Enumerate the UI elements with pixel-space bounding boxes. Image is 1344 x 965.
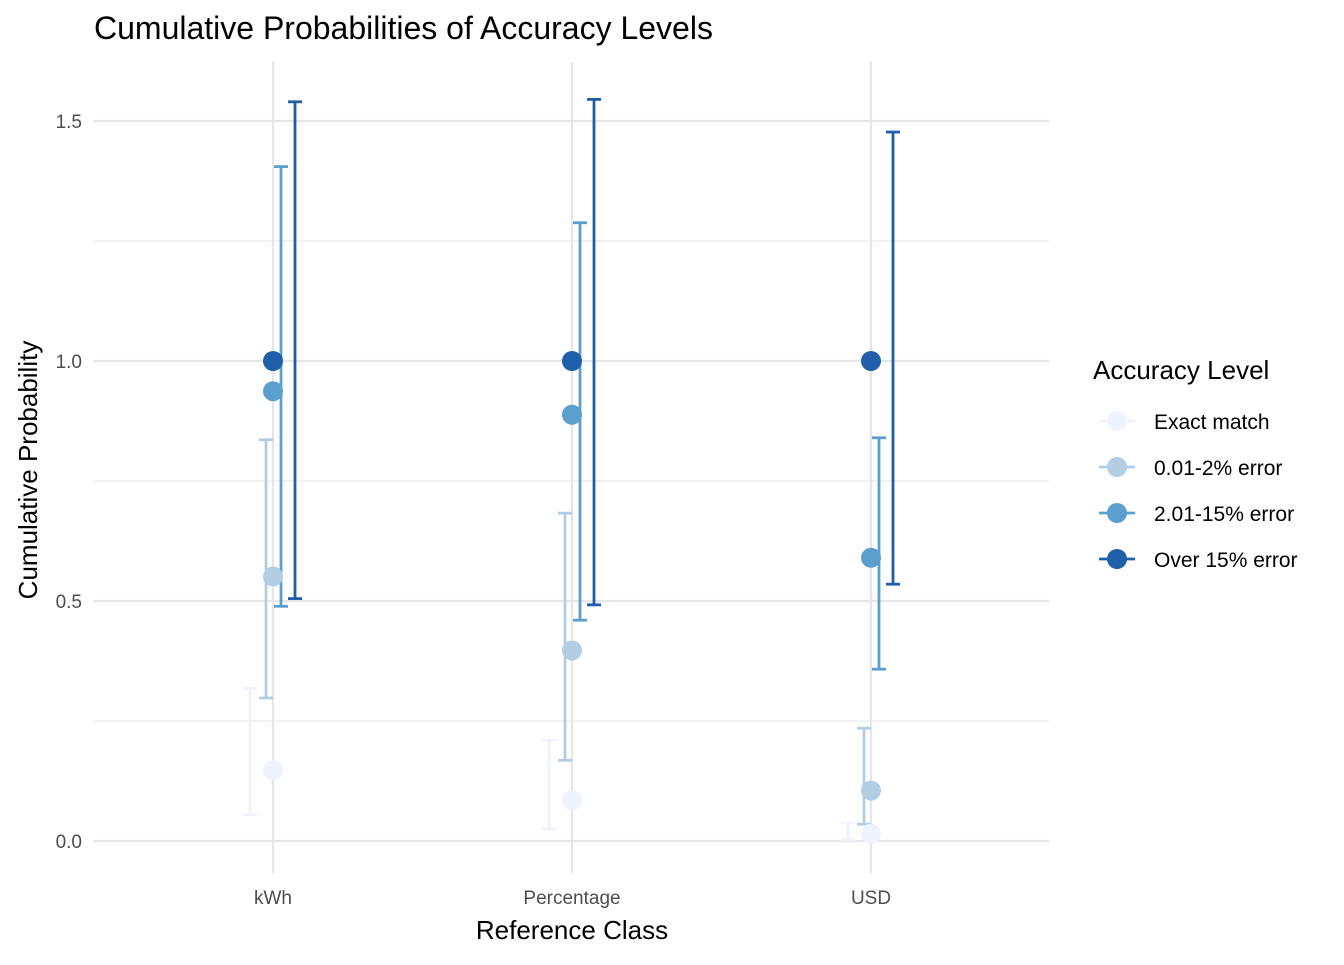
point-layer [263,351,881,844]
data-point [861,780,881,801]
error-bar [573,221,587,622]
legend: Accuracy Level Exact match 0.01-2% error 2… [1093,355,1298,572]
x-tick-label: kWh [254,888,292,909]
legend-key-point [1107,411,1127,431]
y-tick-label: 0.0 [56,832,82,853]
data-point [562,640,582,661]
legend-label: Exact match [1154,411,1270,434]
y-tick-labels: 0.0 0.5 1.0 1.5 [56,112,82,853]
legend-label: 0.01-2% error [1154,457,1282,480]
error-bar [886,130,900,586]
data-point [562,351,582,371]
legend-item: 0.01-2% error [1099,457,1282,480]
chart-title: Cumulative Probabilities of Accuracy Lev… [94,10,713,46]
data-point [263,566,283,587]
data-point [263,759,283,780]
error-bar [243,686,257,816]
legend-item: Exact match [1099,411,1270,434]
x-tick-label: Percentage [523,888,620,909]
data-point [263,351,283,371]
data-point [861,547,881,568]
error-bar [259,438,273,700]
y-axis-title: Cumulative Probability [13,341,43,600]
legend-title: Accuracy Level [1093,355,1269,385]
data-point [263,381,283,402]
legend-label: Over 15% error [1154,549,1298,572]
error-bar [841,821,855,841]
legend-items: Exact match 0.01-2% error 2.01-15% error Ov… [1099,411,1298,572]
y-tick-label: 1.0 [56,352,82,373]
error-bar [857,726,871,826]
x-tick-labels: kWh Percentage USD [254,888,891,909]
legend-item: 2.01-15% error [1099,503,1294,526]
legend-label: 2.01-15% error [1154,503,1294,526]
error-bar [558,511,572,762]
grid-layer [94,62,1049,873]
data-point [562,404,582,425]
legend-key-point [1107,503,1127,523]
error-bar [542,738,556,831]
legend-item: Over 15% error [1099,549,1298,572]
legend-key-point [1107,457,1127,477]
data-point [562,790,582,811]
error-bar [587,98,601,607]
x-tick-label: USD [851,888,891,909]
legend-key-point [1107,549,1127,569]
data-point [861,823,881,844]
y-tick-label: 0.5 [56,592,82,613]
y-tick-label: 1.5 [56,112,82,133]
error-bar [288,100,302,600]
data-point [861,351,881,371]
errorbar-layer [243,98,900,841]
x-axis-title: Reference Class [476,915,668,945]
